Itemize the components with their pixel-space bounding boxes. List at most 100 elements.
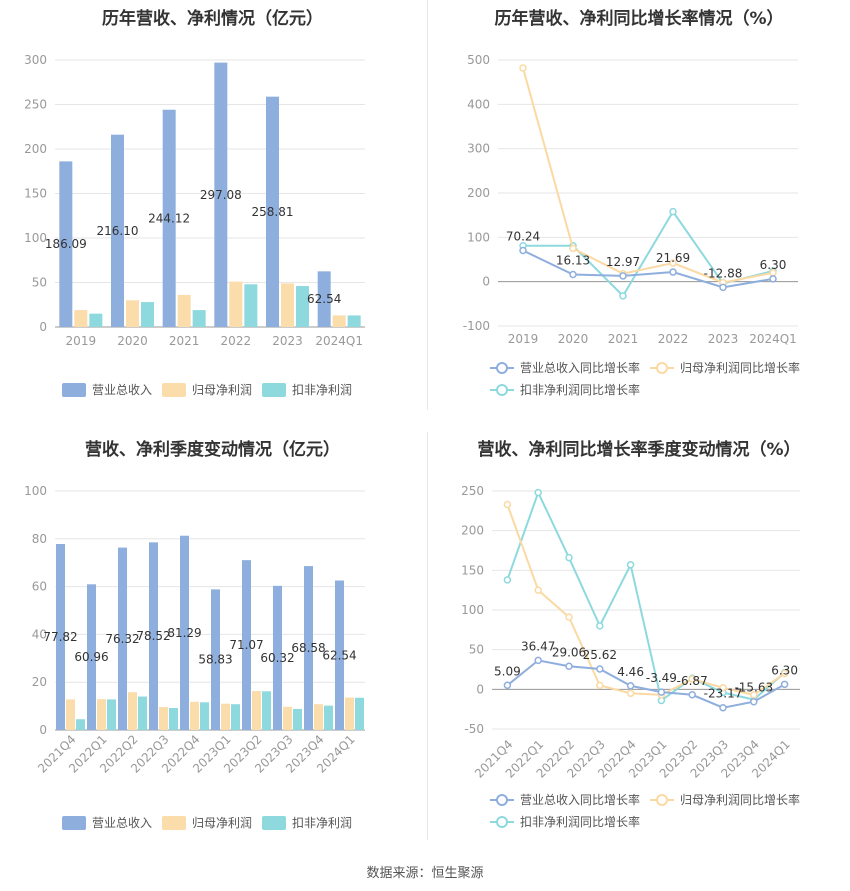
series-line	[522, 249, 774, 289]
legend-label: 营业总收入同比增长率	[520, 792, 640, 807]
data-label: 25.62	[583, 648, 617, 662]
chart-panel-annual-growth: 历年营收、净利同比增长率情况（%） -100 0 100 200 300 400 500 70…	[428, 0, 850, 410]
bar-revenue	[162, 109, 176, 327]
chart-title: 营收、净利同比增长率季度变动情况（%）	[477, 440, 801, 460]
legend-swatch-marker	[656, 362, 668, 374]
y-tick-label: 40	[32, 627, 47, 641]
y-tick-label: 100	[24, 231, 47, 245]
chart-title: 历年营收、净利情况（亿元）	[102, 9, 323, 29]
legend-swatch	[62, 816, 86, 830]
vertical-divider	[427, 432, 428, 840]
bar-revenue	[242, 560, 251, 730]
bar-revenue	[59, 161, 73, 327]
legend-label: 扣非净利润	[292, 816, 352, 830]
y-tick-label: 60	[32, 580, 47, 594]
chart-svg: -50 0 50 100 150 200 250 5.0936.4729.0625.624.4…	[461, 484, 800, 829]
legend-label: 营业总收入	[92, 816, 152, 830]
y-tick-label: 80	[32, 532, 47, 546]
y-tick-label: 300	[467, 142, 490, 156]
bar-deducted-profit	[169, 708, 178, 730]
data-point	[534, 488, 542, 497]
data-label: 81.29	[167, 626, 201, 640]
series-line	[506, 489, 786, 703]
data-label: 244.12	[148, 211, 190, 225]
bar-revenue	[273, 585, 282, 730]
data-label: 6.30	[771, 663, 798, 677]
bar-net-profit	[314, 704, 323, 730]
data-label: 16.13	[556, 254, 590, 268]
bar-net-profit	[281, 283, 294, 327]
bar-net-profit	[283, 706, 292, 730]
bar-deducted-profit	[192, 310, 206, 327]
data-point	[780, 680, 789, 689]
x-tick-label: 2019	[66, 334, 97, 348]
data-point	[596, 681, 604, 690]
bar-deducted-profit	[293, 708, 302, 730]
bar-revenue	[214, 62, 228, 327]
data-source-note: 数据来源：恒生聚源	[366, 866, 484, 881]
bar-net-profit	[159, 707, 168, 730]
bar-net-profit	[177, 294, 191, 327]
data-point	[657, 688, 666, 696]
data-label: 4.46	[617, 665, 644, 679]
vertical-divider	[427, 0, 428, 410]
legend-swatch-marker	[496, 362, 508, 374]
bar-deducted-profit	[355, 697, 364, 730]
chart-title: 历年营收、净利同比增长率情况（%）	[494, 9, 784, 29]
bar-deducted-profit	[296, 286, 309, 327]
data-point	[619, 292, 627, 300]
y-tick-label: 0	[39, 723, 47, 737]
data-label: 6.30	[760, 258, 787, 272]
y-tick-label: 20	[32, 675, 47, 689]
legend-label: 归母净利润同比增长率	[680, 360, 800, 375]
x-tick-label: 2024Q1	[315, 334, 363, 348]
bar-revenue	[111, 134, 124, 327]
data-point	[534, 586, 542, 594]
data-label: -3.49	[646, 671, 677, 685]
y-tick-label: 250	[461, 484, 484, 498]
bar-revenue	[317, 271, 331, 327]
data-label: 62.54	[322, 648, 356, 662]
data-point	[688, 691, 696, 699]
bar-net-profit	[332, 315, 346, 327]
data-label: 21.69	[656, 251, 690, 265]
data-point	[565, 553, 573, 562]
legend-swatch	[262, 383, 286, 397]
data-point	[626, 689, 635, 698]
data-label: 70.24	[506, 230, 540, 244]
legend-label: 营业总收入同比增长率	[520, 360, 640, 375]
series-line	[506, 659, 786, 709]
legend-label: 归母净利润同比增长率	[680, 792, 800, 807]
y-tick-label: 0	[482, 275, 490, 289]
data-point	[569, 270, 577, 279]
data-point	[780, 669, 789, 678]
bar-net-profit	[229, 281, 243, 327]
y-tick-label: -100	[463, 319, 490, 333]
data-label: 76.32	[105, 632, 139, 646]
bar-net-profit	[252, 691, 261, 730]
bar-revenue	[266, 96, 279, 327]
y-tick-label: 400	[467, 97, 490, 111]
bar-deducted-profit	[347, 315, 361, 327]
data-point	[596, 665, 604, 673]
y-tick-label: -50	[464, 722, 484, 736]
series-line	[522, 67, 774, 284]
data-point	[569, 244, 577, 253]
data-point	[669, 259, 677, 267]
data-point	[719, 283, 727, 292]
bar-net-profit	[128, 692, 137, 730]
data-label: 216.10	[97, 224, 139, 238]
x-tick-label: 2022	[658, 332, 689, 346]
data-label: 5.09	[494, 664, 521, 678]
y-tick-label: 300	[24, 53, 47, 67]
y-tick-label: 0	[476, 682, 484, 696]
data-point	[626, 682, 635, 690]
bar-revenue	[149, 542, 158, 730]
data-label: 68.58	[291, 641, 325, 655]
bar-deducted-profit	[231, 704, 240, 730]
y-tick-label: 500	[467, 53, 490, 67]
bar-revenue	[118, 547, 127, 730]
bar-deducted-profit	[262, 691, 271, 730]
data-label: 29.06	[552, 645, 586, 659]
x-tick-label: 2019	[508, 332, 539, 346]
